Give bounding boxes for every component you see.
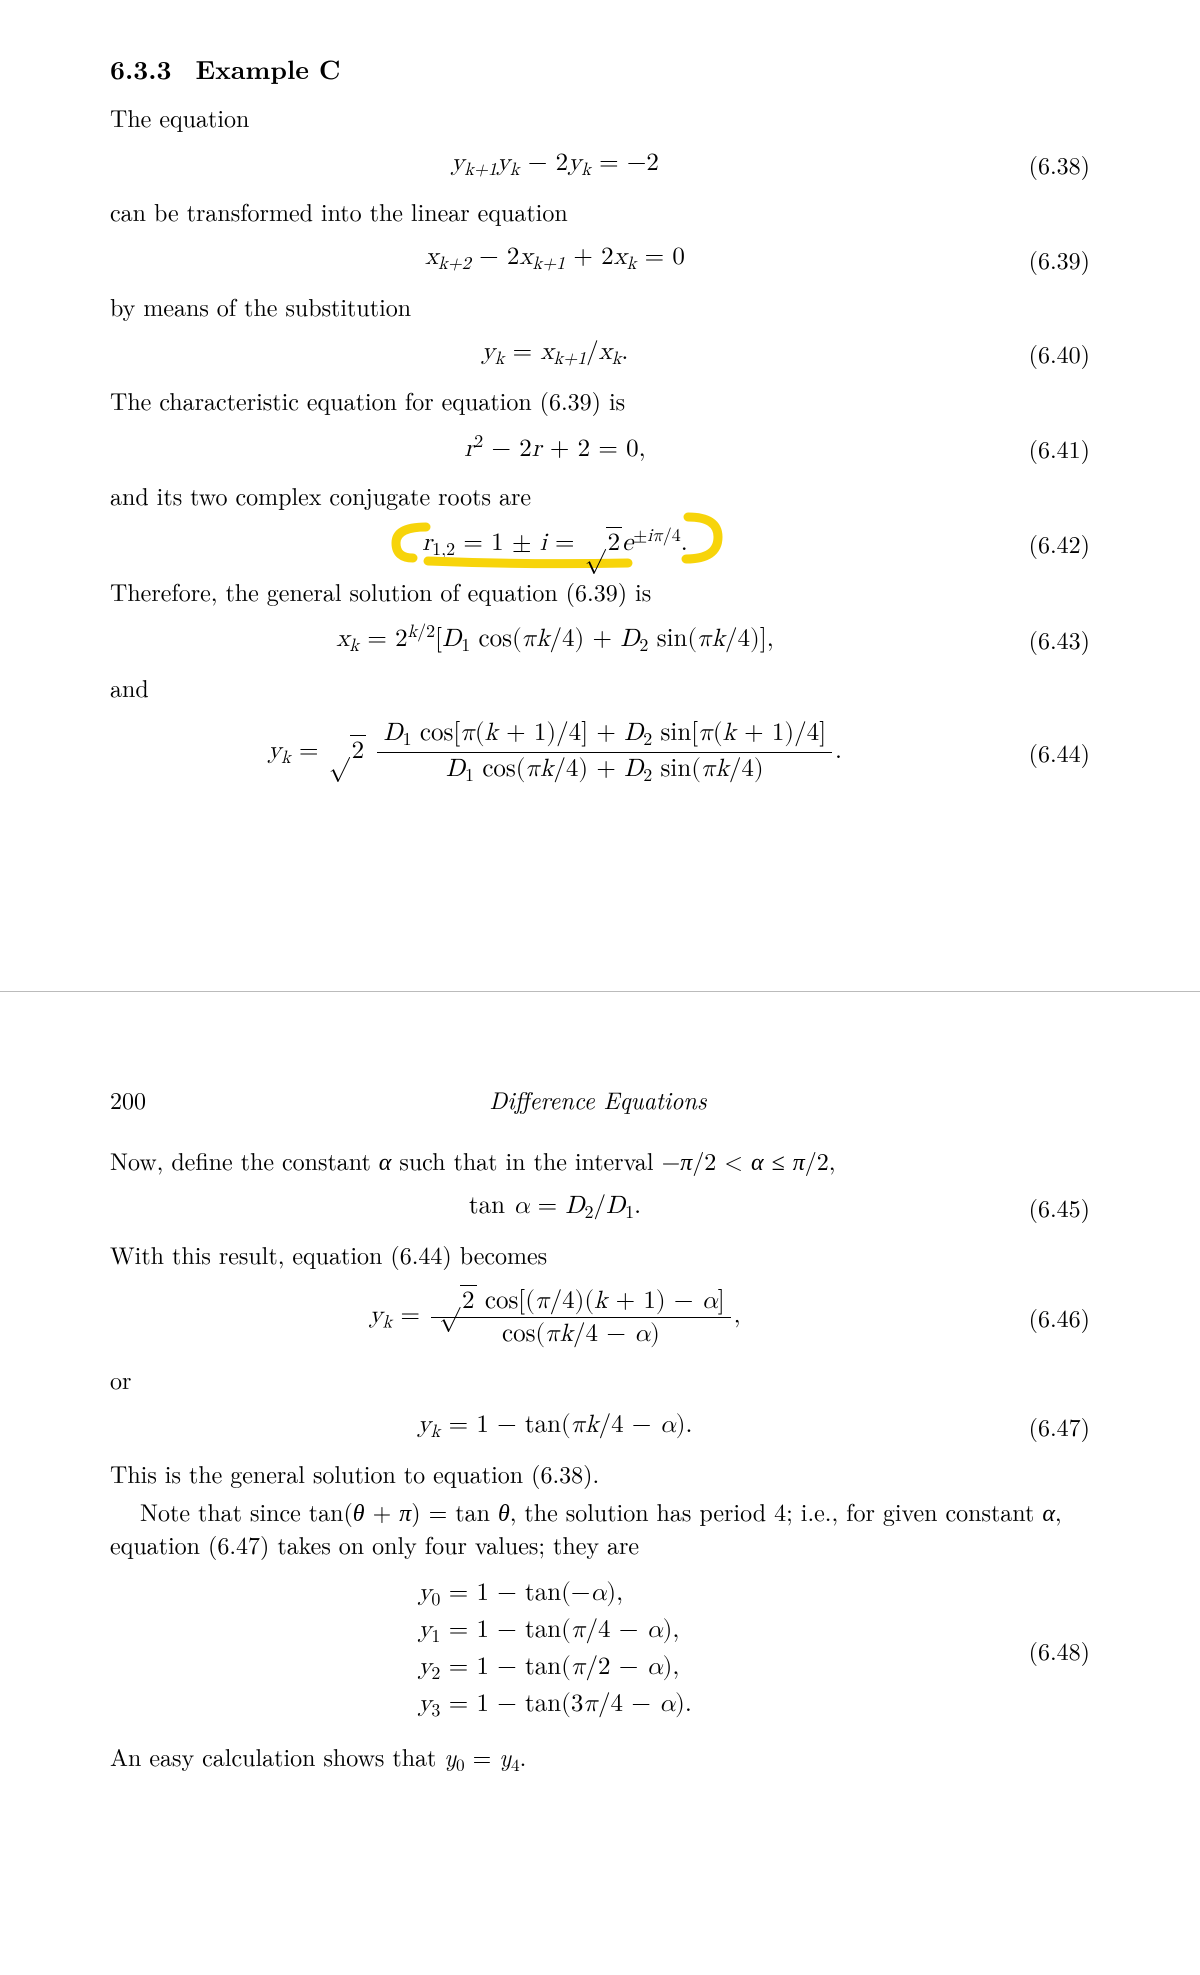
alpha-symbol: α xyxy=(1042,1494,1055,1528)
alpha-symbol: α xyxy=(379,1143,392,1177)
equation-number: (6.48) xyxy=(1000,1633,1090,1667)
equation-6-44: yk = 2 D1 cos[π(k + 1)/4] + D2 sin[π(k +… xyxy=(110,718,1090,787)
equation-number: (6.46) xyxy=(1000,1300,1090,1334)
equation-number: (6.47) xyxy=(1000,1409,1090,1443)
paragraph: The characteristic equation for equation… xyxy=(110,384,1090,416)
equation-body: r1,2 = 1 ± i = 2e±iπ/4. xyxy=(110,525,1000,561)
equation-body: tan α = D2/D1. xyxy=(110,1191,1000,1224)
equation-6-39: xk+2 − 2xk+1 + 2xk = 0 (6.39) xyxy=(110,242,1090,276)
section-heading: 6.3.3 Example C xyxy=(110,50,1090,87)
equation-number: (6.43) xyxy=(1000,622,1090,656)
equation-number: (6.40) xyxy=(1000,336,1090,370)
equation-body: yk = xk+1/xk. xyxy=(110,337,1000,370)
section-title: Example C xyxy=(195,50,340,87)
equation-6-43: xk = 2k/2[D1 cos(πk/4) + D2 sin(πk/4)], … xyxy=(110,621,1090,657)
paragraph: Now, define the constant α such that in … xyxy=(110,1144,1090,1176)
text: . xyxy=(520,1739,527,1773)
equation-number: (6.42) xyxy=(1000,526,1090,560)
text: such that in the interval xyxy=(391,1143,661,1177)
paragraph: This is the general solution to equation… xyxy=(110,1457,1090,1489)
text: Now, define the constant xyxy=(110,1143,379,1177)
equation-body: yk+1yk − 2yk = −2 xyxy=(110,148,1000,181)
text: An easy calculation shows that xyxy=(110,1739,444,1773)
equation-body: yk = 2 D1 cos[π(k + 1)/4] + D2 sin[π(k +… xyxy=(110,718,1000,787)
equation-number: (6.39) xyxy=(1000,242,1090,276)
equation-6-38: yk+1yk − 2yk = −2 (6.38) xyxy=(110,147,1090,181)
interval: −π/2 < α ≤ π/2, xyxy=(662,1143,836,1177)
paragraph: An easy calculation shows that y0 = y4. xyxy=(110,1740,1090,1777)
equation-6-48: y0 = 1 − tan(−α), y1 = 1 − tan(π/4 − α),… xyxy=(110,1574,1090,1726)
equation-6-42: r1,2 = 1 ± i = 2e±iπ/4. (6.42) xyxy=(110,525,1090,561)
paragraph: Note that since tan(θ + π) = tan θ, the … xyxy=(110,1495,1090,1560)
section-number: 6.3.3 xyxy=(110,50,171,87)
equation-6-47: yk = 1 − tan(πk/4 − α). (6.47) xyxy=(110,1409,1090,1443)
equation-body: yk = 1 − tan(πk/4 − α). xyxy=(110,1410,1000,1443)
equation-6-40: yk = xk+1/xk. (6.40) xyxy=(110,336,1090,370)
equation-body: xk = 2k/2[D1 cos(πk/4) + D2 sin(πk/4)], xyxy=(110,621,1000,657)
paragraph: and xyxy=(110,671,1090,703)
paragraph: and its two complex conjugate roots are xyxy=(110,479,1090,511)
paragraph: With this result, equation (6.44) become… xyxy=(110,1238,1090,1270)
paragraph: The equation xyxy=(110,101,1090,133)
running-head: 200 Difference Equations xyxy=(110,1082,1090,1116)
equation-body: y0 = 1 − tan(−α), y1 = 1 − tan(π/4 − α),… xyxy=(110,1574,1000,1726)
page-number: 200 xyxy=(110,1082,146,1116)
paragraph: by means of the substitution xyxy=(110,290,1090,322)
running-title: Difference Equations xyxy=(146,1082,1050,1116)
paragraph: or xyxy=(110,1363,1090,1395)
equation-6-41: r2 − 2r + 2 = 0, (6.41) xyxy=(110,431,1090,465)
equation-body: yk = 2 cos[(π/4)(k + 1) − α] cos(πk/4 − … xyxy=(110,1285,1000,1349)
equation-number: (6.45) xyxy=(1000,1190,1090,1224)
equation-number: (6.41) xyxy=(1000,431,1090,465)
text: , equation (6.47) takes on only four val… xyxy=(110,1494,1062,1560)
highlight-annotation-icon xyxy=(378,503,738,575)
equation-body: r2 − 2r + 2 = 0, xyxy=(110,431,1000,464)
equation-6-46: yk = 2 cos[(π/4)(k + 1) − α] cos(πk/4 − … xyxy=(110,1285,1090,1349)
equation-number: (6.38) xyxy=(1000,147,1090,181)
paragraph: can be transformed into the linear equat… xyxy=(110,195,1090,227)
equation-6-45: tan α = D2/D1. (6.45) xyxy=(110,1190,1090,1224)
equation-body: xk+2 − 2xk+1 + 2xk = 0 xyxy=(110,242,1000,275)
equation-number: (6.44) xyxy=(1000,735,1090,769)
paragraph: Therefore, the general solution of equat… xyxy=(110,575,1090,607)
